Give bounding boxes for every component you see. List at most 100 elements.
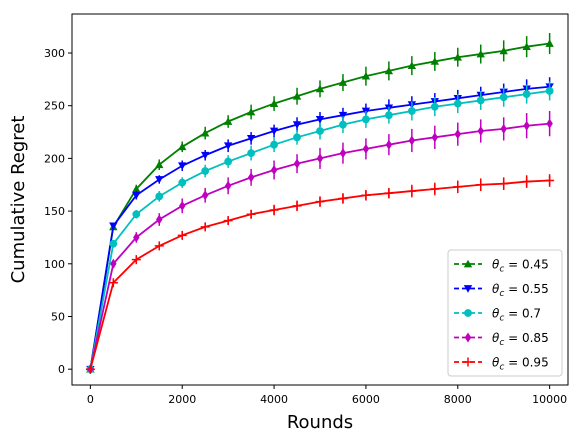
- data-point: [316, 127, 324, 135]
- data-point: [246, 135, 256, 143]
- legend-marker: [463, 357, 473, 367]
- y-tick-label: 200: [44, 152, 65, 165]
- data-point: [269, 127, 279, 136]
- y-axis-title: Cumulative Regret: [8, 116, 29, 284]
- data-point: [179, 200, 186, 211]
- data-point: [292, 92, 302, 100]
- data-point: [133, 232, 140, 243]
- data-point: [476, 96, 485, 105]
- data-point: [131, 255, 141, 265]
- y-tick-label: 50: [51, 310, 65, 323]
- data-point: [246, 209, 256, 219]
- data-point: [224, 180, 232, 191]
- legend-label: θc = 0.55: [492, 282, 549, 299]
- data-point: [476, 49, 485, 58]
- legend-item: θc = 0.7: [454, 307, 541, 324]
- data-point: [453, 53, 462, 61]
- plot-frame: [71, 13, 569, 386]
- data-point: [293, 158, 301, 169]
- data-point: [546, 118, 553, 129]
- data-point: [499, 93, 508, 102]
- data-point: [545, 87, 554, 95]
- legend-label: θc = 0.45: [492, 258, 549, 275]
- data-point: [156, 214, 163, 225]
- data-point: [522, 177, 532, 187]
- y-tick-label: 100: [44, 258, 65, 271]
- data-point: [247, 172, 255, 183]
- data-point: [407, 107, 416, 115]
- series-3: [86, 81, 554, 374]
- legend-box: [447, 249, 563, 377]
- data-point: [545, 176, 555, 186]
- data-point: [109, 239, 118, 248]
- y-tick-label: 0: [58, 363, 65, 376]
- data-point: [200, 222, 210, 232]
- data-point: [385, 139, 393, 150]
- data-point: [200, 151, 210, 160]
- data-point: [293, 133, 301, 142]
- data-point: [523, 120, 530, 131]
- data-point: [201, 190, 209, 201]
- legend-marker: [464, 309, 472, 317]
- y-tick-label: 250: [44, 100, 65, 113]
- x-axis-title: Rounds: [287, 412, 353, 433]
- data-point: [384, 188, 394, 198]
- x-tick-label: 4000: [260, 393, 288, 406]
- data-point: [430, 184, 440, 194]
- data-point: [477, 125, 484, 136]
- data-point: [292, 201, 302, 211]
- data-point: [316, 153, 324, 164]
- data-point: [223, 142, 233, 150]
- data-point: [200, 128, 210, 137]
- data-point: [155, 192, 164, 201]
- data-point: [338, 78, 348, 86]
- data-point: [430, 57, 440, 65]
- data-point: [247, 149, 256, 158]
- data-point: [338, 193, 348, 203]
- data-point: [155, 176, 164, 184]
- data-point: [223, 117, 233, 125]
- legend-label: θc = 0.7: [492, 307, 541, 324]
- data-point: [108, 278, 118, 288]
- y-tick-label: 150: [44, 205, 65, 218]
- data-point: [315, 197, 325, 207]
- data-point: [431, 132, 439, 143]
- data-point: [177, 230, 187, 240]
- y-tick-label: 300: [44, 47, 65, 60]
- data-point: [454, 129, 461, 140]
- x-tick-label: 8000: [444, 393, 472, 406]
- legend-marker: [463, 259, 473, 268]
- legend-marker: [464, 332, 472, 343]
- data-point: [178, 162, 187, 170]
- x-tick-label: 6000: [352, 393, 380, 406]
- data-point: [545, 39, 554, 47]
- legend-label: θc = 0.95: [492, 356, 549, 373]
- data-point: [292, 121, 302, 129]
- data-point: [269, 205, 279, 215]
- legend-marker: [463, 285, 473, 293]
- data-point: [361, 71, 371, 80]
- data-point: [154, 241, 164, 251]
- data-point: [453, 182, 463, 192]
- series-5: [85, 174, 555, 374]
- data-point: [522, 42, 531, 51]
- data-point: [132, 184, 141, 193]
- data-point: [178, 142, 187, 151]
- data-point: [223, 216, 233, 226]
- data-point: [338, 111, 348, 120]
- data-point: [522, 90, 531, 99]
- series-1: [86, 32, 554, 373]
- data-point: [110, 258, 117, 269]
- data-point: [500, 123, 507, 134]
- x-axis: 0 2000 4000 6000 8000 10000: [87, 385, 567, 406]
- legend-item: θc = 0.85: [454, 331, 549, 348]
- data-point: [270, 164, 278, 175]
- legend: θc = 0.45 θc = 0.55 θc = 0.7 θc = 0.85 θc = …: [447, 249, 563, 377]
- data-point: [361, 190, 371, 200]
- series-4: [87, 110, 553, 375]
- x-tick-label: 10000: [532, 393, 567, 406]
- data-point: [85, 364, 95, 374]
- data-point: [155, 160, 164, 169]
- data-point: [178, 178, 187, 187]
